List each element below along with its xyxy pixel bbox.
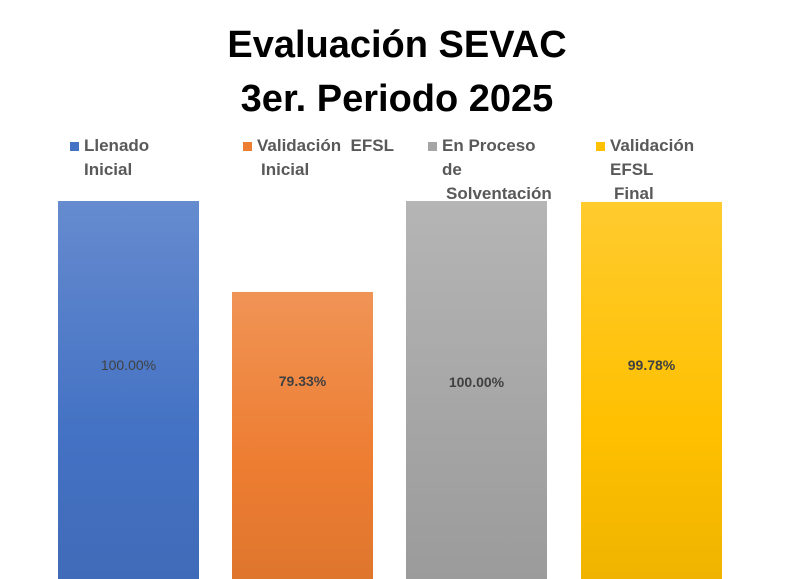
- legend-label: Validación EFSL: [257, 136, 394, 155]
- bar-4: [581, 201, 722, 579]
- bar-3: [406, 201, 547, 579]
- legend-label: Validación EFSL: [610, 136, 695, 179]
- legend-label-line2: Final: [614, 184, 654, 203]
- chart-subtitle: 3er. Periodo 2025: [240, 78, 554, 120]
- legend-swatch: [243, 142, 252, 151]
- legend-label: Llenado Inicial: [84, 136, 150, 179]
- chart-title: Evaluación SEVAC: [227, 24, 567, 66]
- legend-swatch: [70, 142, 79, 151]
- bar-2: [232, 291, 373, 579]
- legend-label: En Proceso de: [442, 136, 536, 179]
- legend-swatch: [428, 142, 437, 151]
- data-label-2: 79.33%: [279, 373, 327, 389]
- data-label-4: 99.78%: [628, 357, 676, 373]
- legend-label-line2: Solventación: [446, 184, 552, 203]
- data-label-3: 100.00%: [449, 374, 505, 390]
- bar-1: [58, 201, 199, 579]
- data-label-1: 100.00%: [101, 357, 156, 373]
- legend-label-line2: Inicial: [261, 160, 310, 179]
- legend-swatch: [596, 142, 605, 151]
